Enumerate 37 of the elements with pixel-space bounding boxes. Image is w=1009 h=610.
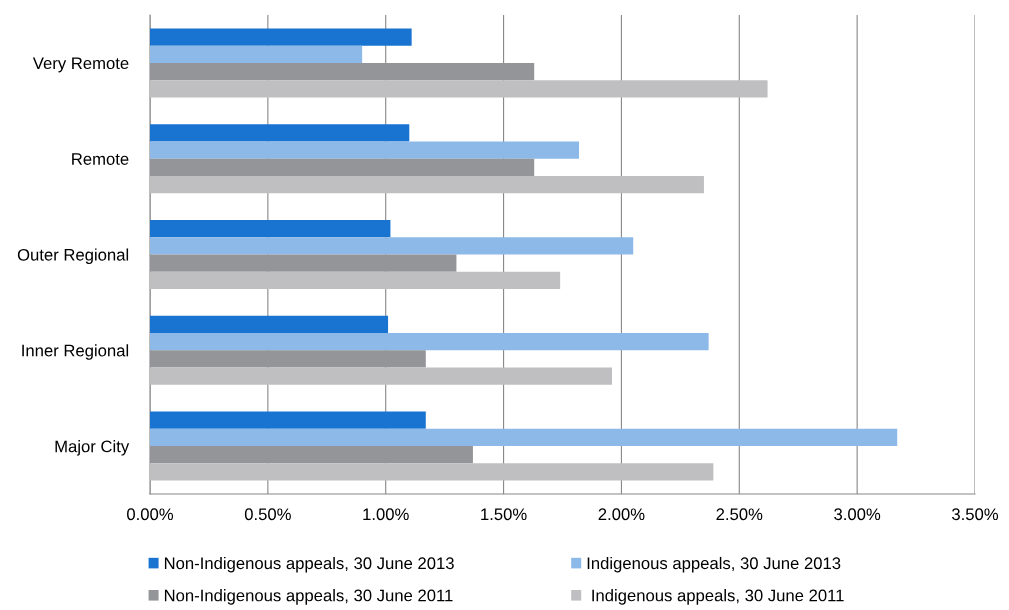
bar	[150, 62, 535, 81]
bar	[150, 315, 389, 334]
bar	[150, 28, 412, 46]
legend-label: Non-Indigenous appeals, 30 June 2013	[164, 556, 454, 573]
bar	[150, 254, 457, 272]
bar	[150, 367, 612, 385]
bar	[150, 220, 391, 238]
bar	[150, 446, 473, 464]
legend-label: Indigenous appeals, 30 June 2011	[592, 589, 844, 605]
legend-label: Indigenous appeals, 30 June 2013	[587, 556, 841, 573]
bar	[150, 411, 426, 429]
bar	[150, 124, 410, 142]
y-tick-label: Inner Regional	[22, 344, 129, 360]
x-tick-label: 3.00%	[834, 508, 881, 521]
bar	[150, 158, 535, 176]
legend-label: Non-Indigenous appeals, 30 June 2011	[164, 589, 453, 605]
bar	[150, 271, 561, 289]
x-tick-label: 3.50%	[952, 508, 999, 521]
bar	[150, 141, 579, 159]
x-tick-label: 2.50%	[716, 508, 763, 521]
bar	[150, 175, 704, 194]
bar	[150, 80, 768, 98]
bar	[150, 350, 426, 368]
x-tick-label: 1.00%	[363, 508, 409, 521]
bar	[150, 428, 898, 447]
x-tick-label: 1.50%	[481, 508, 527, 521]
bar	[150, 45, 363, 63]
y-tick-label: Very Remote	[32, 57, 129, 73]
bar	[150, 463, 714, 481]
x-tick-label: 0.50%	[244, 508, 291, 521]
y-tick-label: Outer Regional	[17, 248, 129, 264]
y-tick-label: Major City	[55, 440, 130, 456]
x-tick-label: 0.00%	[127, 508, 174, 521]
y-tick-label: Remote	[72, 153, 129, 165]
x-tick-label: 2.00%	[598, 508, 645, 521]
bar	[150, 237, 634, 255]
bar	[150, 333, 709, 351]
